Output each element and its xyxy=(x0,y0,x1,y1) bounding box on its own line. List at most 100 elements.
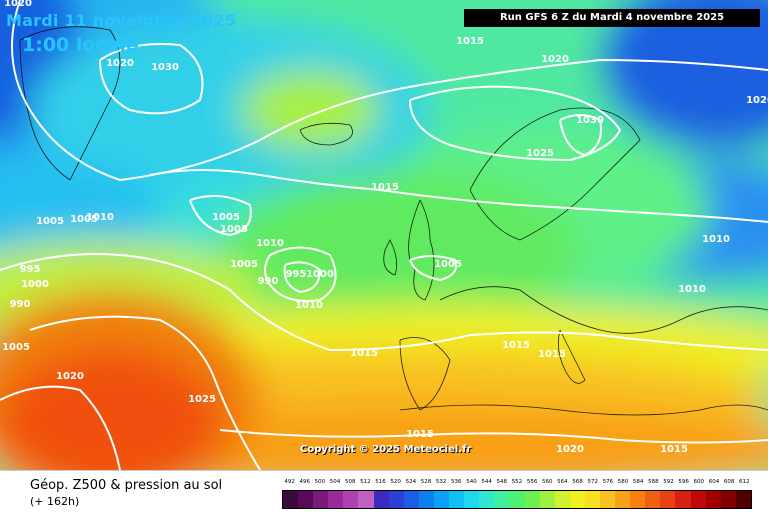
scale-label: 508 xyxy=(344,479,356,485)
isobar-label: 1025 xyxy=(188,394,216,405)
scale-label: 540 xyxy=(466,479,477,485)
coastlines xyxy=(19,26,768,416)
isobar-label: 1005 xyxy=(230,259,258,270)
scale-label: 592 xyxy=(663,479,674,485)
isobar-label: 1005 xyxy=(212,212,240,223)
scale-label: 596 xyxy=(678,479,689,485)
scale-label: 504 xyxy=(329,479,341,485)
scale-swatch xyxy=(554,491,570,508)
isobar-label: 1005 xyxy=(434,259,462,270)
scale-label: 580 xyxy=(617,479,629,485)
scale-label: 500 xyxy=(314,479,326,485)
scale-swatch xyxy=(660,491,676,508)
scale-swatch xyxy=(388,491,404,508)
scale-label: 588 xyxy=(648,479,659,485)
scale-label: 584 xyxy=(632,479,644,485)
isobar-label: 995 xyxy=(20,264,41,275)
scale-swatch xyxy=(569,491,585,508)
scale-swatch xyxy=(283,491,299,508)
scale-label: 496 xyxy=(299,479,310,485)
isobar-label: 1015 xyxy=(350,348,378,359)
isobar-label: 1030 xyxy=(576,115,604,126)
isobar-label: 1025 xyxy=(526,148,554,159)
scale-swatch xyxy=(373,491,389,508)
scale-label: 536 xyxy=(451,479,462,485)
scale-label: 520 xyxy=(390,479,401,485)
scale-swatch xyxy=(433,491,450,508)
scale-label: 552 xyxy=(511,479,523,485)
isobar-label: 1015 xyxy=(371,182,399,193)
isobar-label: 1005 xyxy=(2,342,30,353)
scale-label: 532 xyxy=(435,479,447,485)
scale-swatch xyxy=(690,491,706,508)
isobar-label: 1000 xyxy=(306,269,334,280)
geopotential-field xyxy=(0,0,768,470)
isobar-label: 1010 xyxy=(702,234,730,245)
scale-swatch xyxy=(675,491,691,508)
color-scale: 492 496 500 504 508 512 516 520 524 528 532 536 540 5… xyxy=(282,479,752,509)
scale-swatch xyxy=(298,491,314,508)
scale-swatch xyxy=(630,491,646,508)
isobar-label: 1015 xyxy=(456,36,484,47)
isobar-label: 1010 xyxy=(86,212,114,223)
scale-label: 612 xyxy=(739,479,750,485)
scale-swatch xyxy=(418,491,434,508)
scale-label: 492 xyxy=(284,479,295,485)
scale-labels: 492 496 500 504 508 512 516 520 524 528 532 536 540 5… xyxy=(282,479,752,489)
weather-map: 1020 1020 1030 1015 1020 1020 1030 1025 1015 1005… xyxy=(0,0,768,470)
scale-swatch xyxy=(599,491,616,508)
scale-label: 560 xyxy=(541,479,553,485)
footer: Géop. Z500 & pression au sol (+ 162h) 49… xyxy=(0,470,768,512)
scale-label: 572 xyxy=(587,479,598,485)
isobar-label: 1015 xyxy=(538,349,566,360)
isobar-label: 1005 xyxy=(36,216,64,227)
scale-bar xyxy=(282,490,752,509)
scale-swatch xyxy=(328,491,344,508)
scale-swatch xyxy=(615,491,631,508)
scale-swatch xyxy=(720,491,736,508)
scale-swatch xyxy=(524,491,540,508)
forecast-step: (+ 162h) xyxy=(30,495,80,508)
isobar-label: 1015 xyxy=(660,444,688,455)
scale-swatch xyxy=(449,491,465,508)
isobar-label: 1010 xyxy=(678,284,706,295)
scale-label: 556 xyxy=(526,479,538,485)
isobar-label: 990 xyxy=(10,299,31,310)
scale-label: 564 xyxy=(557,479,568,485)
scale-label: 524 xyxy=(405,479,417,485)
scale-swatch xyxy=(735,491,751,508)
run-info: Run GFS 6 Z du Mardi 4 novembre 2025 xyxy=(464,9,760,27)
scale-label: 528 xyxy=(420,479,432,485)
scale-label: 604 xyxy=(708,479,720,485)
isobar-label: 1030 xyxy=(151,62,179,73)
copyright-notice: Copyright © 2025 Meteociel.fr xyxy=(300,444,472,455)
scale-swatch xyxy=(313,491,329,508)
isobar-label: 1010 xyxy=(295,300,323,311)
scale-label: 544 xyxy=(481,479,492,485)
scale-swatch xyxy=(464,491,480,508)
scale-swatch xyxy=(539,491,555,508)
isobar-label: 1020 xyxy=(4,0,32,9)
isobar-label: 1015 xyxy=(406,429,434,440)
isobar-label: 1010 xyxy=(256,238,284,249)
scale-label: 576 xyxy=(602,479,614,485)
scale-label: 608 xyxy=(723,479,735,485)
isobar-label: 1015 xyxy=(502,340,530,351)
scale-swatch xyxy=(479,491,495,508)
isobars xyxy=(0,0,768,470)
scale-swatch xyxy=(705,491,721,508)
isobar-label: 1020 xyxy=(746,95,768,106)
valid-time: 1:00 locale xyxy=(22,34,139,56)
isobar-label: 1020 xyxy=(56,371,84,382)
scale-swatch xyxy=(358,491,374,508)
scale-label: 600 xyxy=(693,479,705,485)
isobar-label: 1005 xyxy=(220,224,248,235)
scale-swatch xyxy=(645,491,661,508)
map-caption: Géop. Z500 & pression au sol xyxy=(30,478,223,493)
scale-swatch xyxy=(509,491,525,508)
isobar-label: 1000 xyxy=(21,279,49,290)
valid-date: Mardi 11 novembre 2025 xyxy=(6,11,236,30)
isobar-labels: 1020 1020 1030 1015 1020 1020 1030 1025 1015 1005… xyxy=(2,0,768,455)
scale-label: 516 xyxy=(375,479,386,485)
